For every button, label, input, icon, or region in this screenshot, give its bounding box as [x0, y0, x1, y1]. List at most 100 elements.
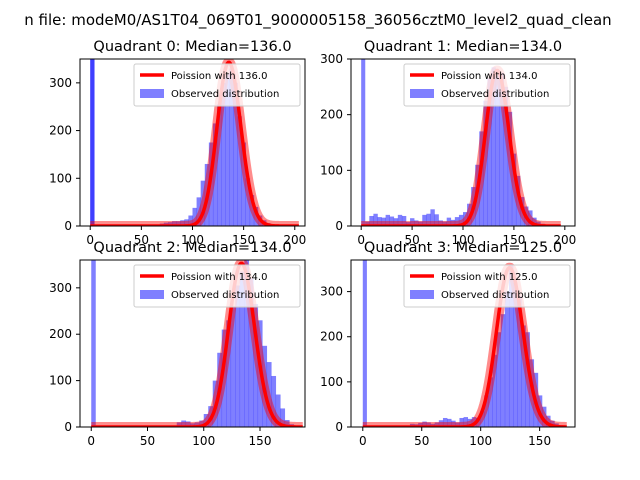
hist-bar: [442, 221, 448, 226]
legend-box: [133, 63, 301, 107]
poisson-line-glow: [357, 65, 565, 226]
hist-bar: [176, 422, 182, 427]
x-tick-label: 50: [404, 233, 419, 247]
hist-bar: [434, 214, 439, 226]
hist-bar: [504, 291, 510, 427]
x-tick-label: 0: [87, 434, 95, 448]
hist-bar: [385, 214, 390, 226]
hist-bar: [221, 82, 226, 226]
legend-hist-swatch: [140, 290, 164, 299]
hist-bar: [508, 264, 514, 427]
hist-bar: [381, 217, 386, 226]
hist-bar: [491, 67, 496, 226]
x-tick-label: 150: [232, 233, 255, 247]
subplot-title: Quadrant 1: Median=134.0: [364, 39, 562, 55]
y-tick-label: 300: [320, 285, 343, 299]
x-tick-label: 100: [452, 233, 475, 247]
subplot-title: Quadrant 3: Median=125.0: [364, 240, 562, 256]
hist-bar: [426, 213, 431, 226]
y-tick-label: 100: [320, 375, 343, 389]
hist-bar: [203, 414, 209, 427]
hist-bar: [525, 332, 530, 427]
hist-bar: [181, 420, 187, 427]
y-tick-label: 200: [320, 108, 343, 122]
legend: Poission with 136.0 Observed distribution: [133, 63, 301, 107]
hist-bar: [229, 68, 234, 226]
hist-bar: [245, 178, 251, 226]
hist-bar: [233, 82, 238, 226]
x-tick-label: 50: [414, 434, 429, 448]
hist-bar: [513, 282, 518, 427]
subplot-title: Quadrant 2: Median=134.0: [93, 240, 291, 256]
hist-bar: [418, 422, 423, 427]
poisson-line-glow: [86, 59, 303, 226]
axes-frame: [79, 259, 306, 428]
hist-bar: [458, 214, 464, 226]
y-tick-label: 100: [49, 374, 72, 388]
hist-bar: [528, 210, 533, 226]
legend-box: [133, 264, 301, 308]
hist-bar: [365, 221, 370, 226]
y-tick-label: 200: [320, 330, 343, 344]
hist-bar: [517, 296, 522, 427]
hist-bar: [459, 417, 464, 427]
legend-label-poisson: Poission with 134.0: [441, 71, 537, 82]
y-tick-label: 0: [335, 219, 343, 233]
hist-bar: [184, 219, 189, 226]
x-tick-label: 100: [192, 434, 215, 448]
hist-bar: [434, 422, 440, 427]
subplot-2: Quadrant 2: Median=134.0 0 50 100 150 0 100 200…: [49, 240, 306, 448]
hist-bar: [496, 332, 502, 427]
hist-bar: [361, 59, 366, 226]
hist-bar: [226, 320, 232, 427]
hist-bar: [196, 197, 201, 226]
y-tick-label: 200: [49, 327, 72, 341]
x-tick-label: 100: [469, 434, 492, 448]
hist-bar: [430, 209, 435, 226]
hist-bar: [500, 314, 506, 427]
x-tick-label: 150: [502, 233, 525, 247]
hist-bar: [503, 86, 509, 226]
hist-bar: [550, 420, 555, 427]
hist-bar: [475, 417, 481, 427]
legend-box: [403, 264, 571, 308]
x-tick-label: 200: [553, 233, 576, 247]
hist-bar: [484, 395, 489, 427]
legend-hist-swatch: [140, 89, 164, 98]
legend-label-observed: Observed distribution: [441, 89, 549, 100]
hist-bar: [467, 418, 473, 427]
hist-bar: [244, 260, 250, 427]
hist-bar: [176, 221, 181, 226]
hist-bar: [221, 329, 227, 427]
hist-bar: [194, 422, 200, 427]
hist-bar: [410, 218, 415, 226]
hist-bar: [463, 212, 468, 226]
hist-bar: [446, 217, 452, 226]
hist-bar: [362, 260, 367, 427]
x-tick-label: 0: [86, 233, 94, 247]
hist-bar: [438, 420, 444, 427]
hist-bar: [185, 421, 191, 427]
y-tick-label: 300: [49, 76, 72, 90]
hist-bar: [192, 207, 197, 226]
poisson-line: [360, 68, 562, 226]
hist-bar: [397, 214, 403, 226]
subplot-title: Quadrant 0: Median=136.0: [93, 39, 291, 55]
hist-bar: [393, 218, 399, 226]
hist-bar: [507, 111, 513, 226]
hist-bar: [515, 175, 521, 226]
hist-bar: [495, 75, 500, 226]
axes-frame: [350, 259, 576, 428]
hist-bar: [217, 104, 222, 226]
legend-label-poisson: Poission with 134.0: [171, 272, 267, 283]
hist-bar: [225, 73, 230, 226]
hist-bar: [483, 100, 488, 226]
legend-label-poisson: Poission with 125.0: [441, 272, 537, 283]
hist-bar: [90, 59, 95, 226]
hist-bar: [253, 304, 259, 427]
poisson-line: [89, 60, 300, 226]
hist-bar: [422, 421, 427, 427]
hist-bar: [492, 354, 497, 427]
x-tick-label: 0: [359, 434, 367, 448]
